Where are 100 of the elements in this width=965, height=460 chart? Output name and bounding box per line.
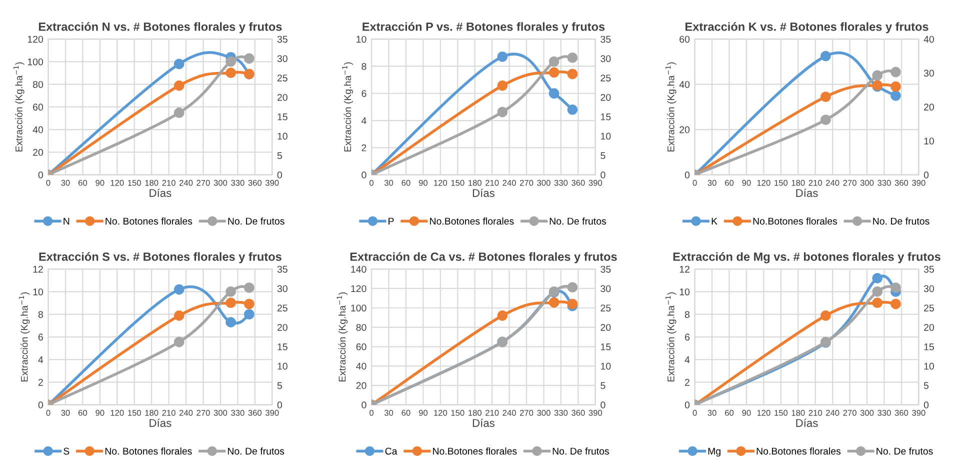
x-tick-label: 60 bbox=[402, 180, 410, 186]
y2-tick-label: 5 bbox=[924, 382, 929, 390]
point bbox=[548, 297, 560, 308]
legend-label: No. De frutos bbox=[552, 447, 609, 455]
legend-label: No. De frutos bbox=[876, 447, 933, 455]
x-tick-label: 30 bbox=[61, 410, 70, 416]
chart-title: Extracción de Ca vs. # Botones florales y frutos bbox=[350, 252, 617, 264]
y2-tick-label: 30 bbox=[277, 285, 288, 292]
x-tick-label: 120 bbox=[434, 410, 448, 416]
y2-tick-label: 5 bbox=[277, 152, 282, 160]
x-tick-label: 150 bbox=[774, 410, 788, 416]
x-tick-label: 180 bbox=[468, 180, 482, 186]
y2-tick-label: 0 bbox=[924, 172, 929, 178]
x-axis-title: Días bbox=[472, 188, 494, 197]
legend-label: No. De frutos bbox=[873, 217, 930, 225]
legend-label: No. De frutos bbox=[550, 217, 606, 225]
x-tick-label: 240 bbox=[502, 180, 516, 186]
y-tick-label: 8 bbox=[38, 311, 43, 318]
y2-tick-label: 0 bbox=[277, 402, 282, 408]
y2-tick-label: 20 bbox=[277, 94, 288, 101]
point bbox=[820, 310, 831, 321]
x-tick-label: 210 bbox=[162, 410, 176, 416]
y2-tick-label: 20 bbox=[600, 324, 611, 331]
y2-tick-label: 10 bbox=[601, 362, 611, 370]
x-tick-label: 90 bbox=[742, 180, 751, 186]
y-tick-label: 6 bbox=[38, 334, 43, 341]
y-tick-label: 4 bbox=[38, 356, 44, 364]
x-tick-label: 270 bbox=[520, 180, 534, 186]
chart-title: Extracción N vs. # Botones florales y frutos bbox=[38, 22, 282, 34]
y2-tick-label: 0 bbox=[277, 172, 282, 178]
x-tick-label: 390 bbox=[588, 180, 602, 186]
y-tick-label: 10 bbox=[680, 288, 690, 296]
x-tick-label: 30 bbox=[384, 180, 394, 186]
x-tick-label: 90 bbox=[418, 410, 428, 416]
x-tick-label: 240 bbox=[179, 410, 193, 416]
x-axis-title: Días bbox=[150, 418, 172, 427]
x-axis-title: Días bbox=[796, 188, 818, 197]
x-tick-label: 240 bbox=[502, 410, 516, 416]
y-tick-label: 20 bbox=[33, 148, 44, 156]
y-tick-label: 60 bbox=[680, 36, 690, 43]
point bbox=[567, 68, 578, 80]
point bbox=[872, 286, 883, 297]
y-tick-label: 40 bbox=[32, 126, 44, 134]
y-tick-label: 0 bbox=[362, 402, 366, 408]
point bbox=[567, 104, 578, 115]
point bbox=[890, 81, 901, 92]
legend-label: Ca bbox=[385, 448, 398, 455]
y-tick-label: 8 bbox=[684, 311, 690, 318]
x-tick-label: 90 bbox=[96, 410, 104, 416]
y2-tick-label: 10 bbox=[924, 138, 934, 144]
y-tick-label: 100 bbox=[351, 304, 366, 312]
x-tick-label: 150 bbox=[774, 180, 788, 186]
x-tick-label: 300 bbox=[860, 410, 874, 416]
y-tick-label: 60 bbox=[33, 104, 44, 111]
point bbox=[548, 67, 560, 78]
x-tick-label: 270 bbox=[520, 410, 534, 416]
y2-tick-label: 10 bbox=[278, 132, 288, 140]
x-tick-label: 150 bbox=[451, 410, 464, 416]
y-tick-label: 4 bbox=[361, 117, 366, 124]
y-tick-label: 120 bbox=[28, 36, 44, 43]
x-tick-label: 300 bbox=[537, 410, 550, 416]
point bbox=[226, 68, 236, 78]
x-tick-label: 360 bbox=[248, 180, 262, 186]
y2-tick-label: 30 bbox=[277, 55, 288, 62]
x-tick-label: 270 bbox=[843, 180, 856, 186]
x-tick-label: 330 bbox=[554, 410, 568, 416]
y-tick-label: 20 bbox=[680, 126, 690, 134]
x-tick-label: 240 bbox=[826, 180, 840, 186]
y2-tick-label: 35 bbox=[600, 266, 611, 273]
y-axis-title: Extracción (Kg.ha$^{−1}$) bbox=[666, 292, 676, 382]
x-tick-label: 360 bbox=[894, 180, 908, 186]
y2-tick-label: 25 bbox=[277, 304, 288, 312]
y-axis-title: Extracción (Kg.ha$^{−1}$) bbox=[14, 62, 24, 152]
point bbox=[174, 336, 184, 348]
x-tick-label: 300 bbox=[860, 180, 874, 186]
y2-tick-label: 30 bbox=[924, 285, 934, 292]
point bbox=[244, 53, 254, 64]
point bbox=[890, 282, 901, 293]
y-tick-label: 0 bbox=[362, 172, 366, 178]
point bbox=[226, 56, 236, 67]
x-tick-label: 210 bbox=[486, 410, 499, 416]
y2-tick-label: 10 bbox=[601, 132, 611, 140]
legend-label: No. De frutos bbox=[228, 217, 284, 225]
y-axis-title: Extracción (Kg.ha$^{−1}$) bbox=[342, 62, 353, 152]
chart-title: Extracción K vs. # Botones florales y frutos bbox=[686, 22, 928, 34]
x-tick-label: 0 bbox=[46, 180, 50, 186]
y2-tick-label: 15 bbox=[924, 343, 934, 350]
y2-tick-label: 20 bbox=[277, 324, 288, 331]
x-tick-label: 360 bbox=[572, 410, 585, 416]
y-tick-label: 6 bbox=[685, 334, 690, 341]
x-tick-label: 360 bbox=[572, 180, 585, 186]
point bbox=[497, 80, 508, 91]
point bbox=[244, 309, 254, 320]
legend-label: No. De frutos bbox=[228, 447, 284, 455]
x-tick-label: 390 bbox=[912, 410, 926, 416]
point bbox=[226, 317, 236, 328]
y2-tick-label: 5 bbox=[277, 382, 282, 390]
x-tick-label: 330 bbox=[231, 410, 244, 416]
y2-tick-label: 25 bbox=[277, 74, 288, 82]
point bbox=[872, 298, 883, 308]
